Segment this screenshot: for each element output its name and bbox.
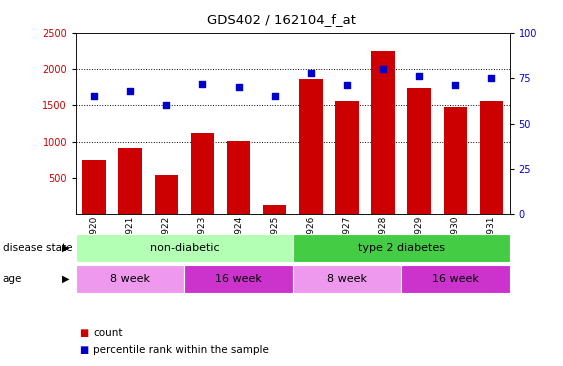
Text: percentile rank within the sample: percentile rank within the sample [93,344,269,355]
Point [378,66,387,72]
Bar [335,101,359,214]
Point [451,83,460,89]
Bar [408,88,431,214]
Bar [263,205,287,214]
Text: type 2 diabetes: type 2 diabetes [358,243,445,253]
Text: 16 week: 16 week [215,274,262,284]
Point [487,75,496,81]
Text: 8 week: 8 week [327,274,367,284]
Bar [191,133,214,214]
Text: 16 week: 16 week [432,274,479,284]
Bar [444,107,467,214]
Text: ▶: ▶ [62,274,70,284]
Point [198,81,207,87]
Bar [227,141,251,214]
Point [162,102,171,108]
Point [415,74,424,79]
Point [270,93,279,99]
Bar [118,148,142,214]
Point [90,93,99,99]
Text: ■: ■ [79,328,88,338]
Text: 8 week: 8 week [110,274,150,284]
Point [306,70,315,76]
Text: non-diabetic: non-diabetic [150,243,219,253]
Bar [299,79,323,214]
Point [342,83,351,89]
Text: ■: ■ [79,344,88,355]
Text: count: count [93,328,122,338]
Text: GDS402 / 162104_f_at: GDS402 / 162104_f_at [207,13,356,26]
Bar [82,160,106,214]
Text: age: age [3,274,22,284]
Text: disease state: disease state [3,243,72,253]
Point [234,85,243,90]
Point [126,88,135,94]
Text: ▶: ▶ [62,243,70,253]
Bar [480,101,503,214]
Bar [372,51,395,214]
Bar [155,175,178,214]
